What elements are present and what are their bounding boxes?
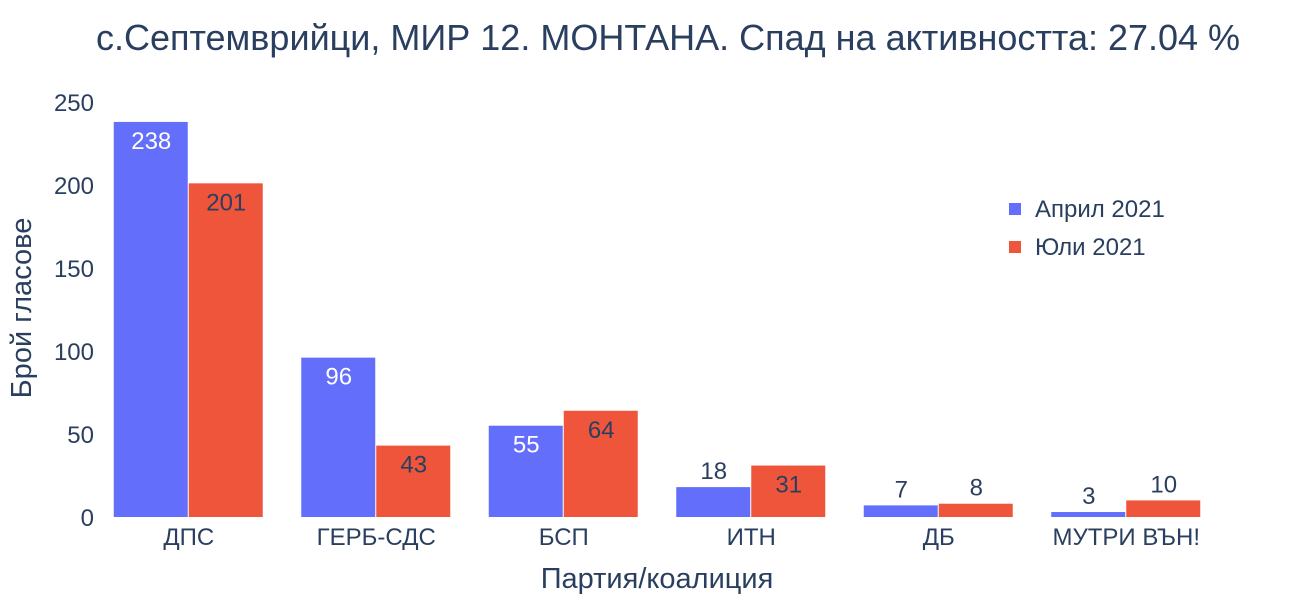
y-tick-label: 100 [54,339,94,366]
bar-value-label: 201 [206,189,246,216]
y-tick-label: 50 [67,422,94,449]
legend-swatch [1009,241,1021,253]
x-axis: ДПС ГЕРБ-СДС БСП ИТН ДБ МУТРИ ВЪН! [163,524,1200,551]
y-tick-label: 250 [54,90,94,117]
bar[interactable] [113,121,188,518]
chart-title: с.Септемврийци, МИР 12. МОНТАНА. Спад на… [96,17,1240,58]
y-tick-label: 0 [81,505,94,532]
bar[interactable] [488,425,563,517]
bar-value-label: 31 [775,472,802,499]
x-tick-label: ДПС [163,524,214,551]
y-axis: 0 50 100 150 200 250 [54,90,94,532]
bar-value-label: 43 [400,452,427,479]
bar-value-label: 64 [588,417,615,444]
y-tick-label: 150 [54,256,94,283]
bar-value-label: 55 [513,432,540,459]
bar-value-label: 8 [970,475,983,502]
bar[interactable] [376,445,451,517]
bar-value-label: 7 [895,476,908,503]
bar[interactable] [301,357,376,517]
x-tick-label: ГЕРБ-СДС [317,524,436,551]
x-tick-label: ДБ [923,524,955,551]
bar-value-label: 238 [131,128,171,155]
bar[interactable] [1126,500,1201,517]
legend-swatch [1009,203,1021,215]
y-tick-label: 200 [54,173,94,200]
bar-value-label: 10 [1150,471,1177,498]
y-axis-title: Брой гласове [6,218,38,399]
bar[interactable] [863,505,938,517]
bar[interactable] [938,503,1013,517]
bar-value-label: 3 [1082,483,1095,510]
legend[interactable]: Април 2021 Юли 2021 [1009,196,1165,261]
bar[interactable] [751,465,826,517]
x-tick-label: ИТН [727,524,776,551]
bar[interactable] [1051,512,1126,517]
bar-value-label: 96 [325,364,352,391]
bar[interactable] [188,183,263,517]
legend-label: Април 2021 [1035,196,1165,223]
x-tick-label: БСП [539,524,589,551]
legend-label: Юли 2021 [1035,234,1146,261]
bar-value-label: 18 [700,458,727,485]
x-axis-title: Партия/коалиция [541,563,774,595]
x-tick-label: МУТРИ ВЪН! [1053,524,1200,551]
data-labels: 238 201 96 43 55 64 18 31 7 8 3 10 [131,128,1177,510]
bar[interactable] [676,487,751,517]
bar[interactable] [563,410,638,517]
bars [113,121,1201,518]
